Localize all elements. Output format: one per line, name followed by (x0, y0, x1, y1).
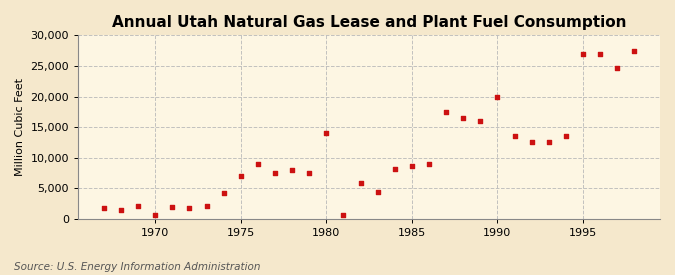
Point (184, 206, 195, 210)
Point (458, 116, 468, 120)
Point (355, 181, 366, 186)
Point (304, 171, 315, 175)
Point (321, 131, 331, 136)
Point (526, 140, 537, 145)
Title: Annual Utah Natural Gas Lease and Plant Fuel Consumption: Annual Utah Natural Gas Lease and Plant … (112, 15, 626, 30)
Point (543, 140, 554, 145)
Point (629, 48, 640, 53)
Point (133, 203, 144, 208)
Point (99, 206, 109, 210)
Y-axis label: Million Cubic Feet: Million Cubic Feet (15, 78, 25, 176)
Point (252, 162, 263, 166)
Point (509, 134, 520, 139)
Point (115, 208, 126, 212)
Point (150, 213, 161, 217)
Point (287, 168, 298, 172)
Point (441, 110, 452, 114)
Point (492, 94, 503, 99)
Point (269, 171, 280, 175)
Point (389, 167, 400, 171)
Point (560, 134, 571, 139)
Point (578, 51, 589, 56)
Point (372, 190, 383, 194)
Point (424, 162, 435, 166)
Point (167, 205, 178, 209)
Point (338, 213, 349, 217)
Point (475, 119, 486, 123)
Point (236, 174, 246, 178)
Point (595, 51, 605, 56)
Point (201, 203, 212, 208)
Point (612, 65, 622, 70)
Text: Source: U.S. Energy Information Administration: Source: U.S. Energy Information Administ… (14, 262, 260, 272)
Point (218, 191, 229, 196)
Point (406, 164, 417, 168)
